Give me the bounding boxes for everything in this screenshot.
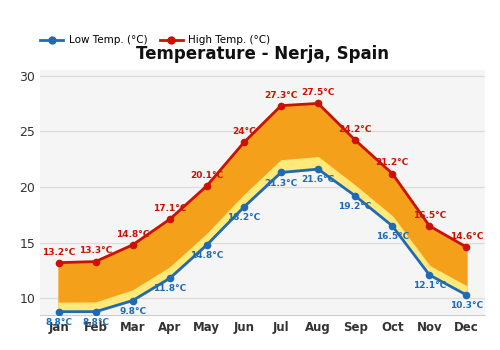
Text: 14.8°C: 14.8°C [190, 251, 224, 260]
Text: 8.8°C: 8.8°C [82, 318, 109, 327]
Text: 14.6°C: 14.6°C [450, 232, 483, 241]
Legend: Low Temp. (°C), High Temp. (°C): Low Temp. (°C), High Temp. (°C) [36, 31, 274, 49]
Text: 11.8°C: 11.8°C [153, 284, 186, 293]
Text: 8.8°C: 8.8°C [45, 318, 72, 327]
Text: 24°C: 24°C [232, 127, 256, 136]
Text: 21.6°C: 21.6°C [302, 175, 335, 184]
Text: 14.8°C: 14.8°C [116, 230, 150, 239]
Text: 10.3°C: 10.3°C [450, 301, 483, 310]
Text: 27.3°C: 27.3°C [264, 91, 298, 99]
Text: 27.5°C: 27.5°C [302, 88, 335, 97]
Text: 13.2°C: 13.2°C [42, 247, 75, 257]
Text: 19.2°C: 19.2°C [338, 202, 372, 211]
Text: 9.8°C: 9.8°C [119, 307, 146, 316]
Text: 17.1°C: 17.1°C [153, 204, 186, 213]
Text: 12.1°C: 12.1°C [412, 281, 446, 290]
Text: 18.2°C: 18.2°C [228, 213, 260, 222]
Text: 16.5°C: 16.5°C [412, 211, 446, 220]
Text: 21.3°C: 21.3°C [264, 178, 298, 188]
Text: 16.5°C: 16.5°C [376, 232, 409, 241]
Text: 20.1°C: 20.1°C [190, 171, 224, 180]
Title: Temperature - Nerja, Spain: Temperature - Nerja, Spain [136, 45, 389, 63]
Text: 21.2°C: 21.2°C [376, 159, 409, 167]
Text: 13.3°C: 13.3°C [79, 246, 112, 256]
Text: 24.2°C: 24.2°C [338, 125, 372, 134]
